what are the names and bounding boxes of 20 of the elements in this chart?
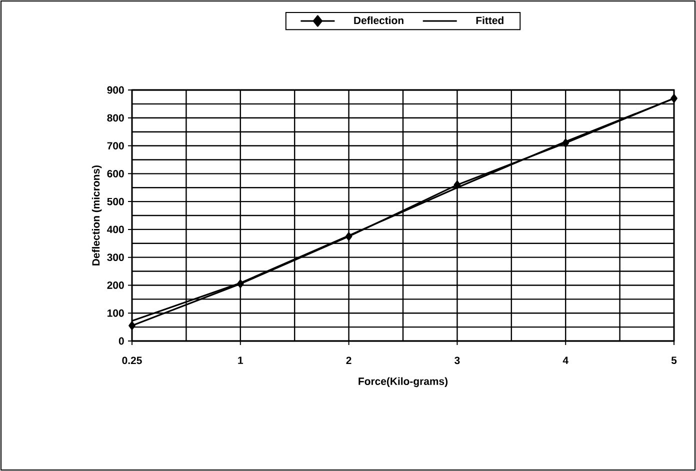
x-tick-label: 3 — [454, 356, 460, 364]
x-tick-label: 4 — [562, 356, 568, 364]
y-axis-title: Deflection (microns) — [92, 165, 102, 266]
y-tick-label: 0 — [118, 337, 124, 345]
x-tick-label: 2 — [346, 356, 352, 364]
x-tick-label: 1 — [238, 356, 244, 364]
y-tick-label: 100 — [108, 309, 124, 317]
legend-label: Deflection — [354, 16, 404, 24]
y-tick-label: 800 — [107, 114, 124, 122]
legend-label: Fitted — [476, 16, 504, 24]
y-tick-label: 400 — [107, 226, 124, 234]
x-axis-title: Force(Kilo-grams) — [358, 377, 448, 388]
x-tick-label: 5 — [671, 356, 677, 364]
y-tick-label: 500 — [107, 198, 124, 206]
y-tick-label: 700 — [107, 142, 124, 150]
y-tick-label: 300 — [107, 254, 124, 262]
x-tick-label: 0.25 — [122, 356, 142, 364]
y-tick-label: 200 — [107, 282, 124, 289]
y-tick-label: 900 — [107, 86, 124, 94]
y-tick-label: 600 — [107, 170, 124, 178]
